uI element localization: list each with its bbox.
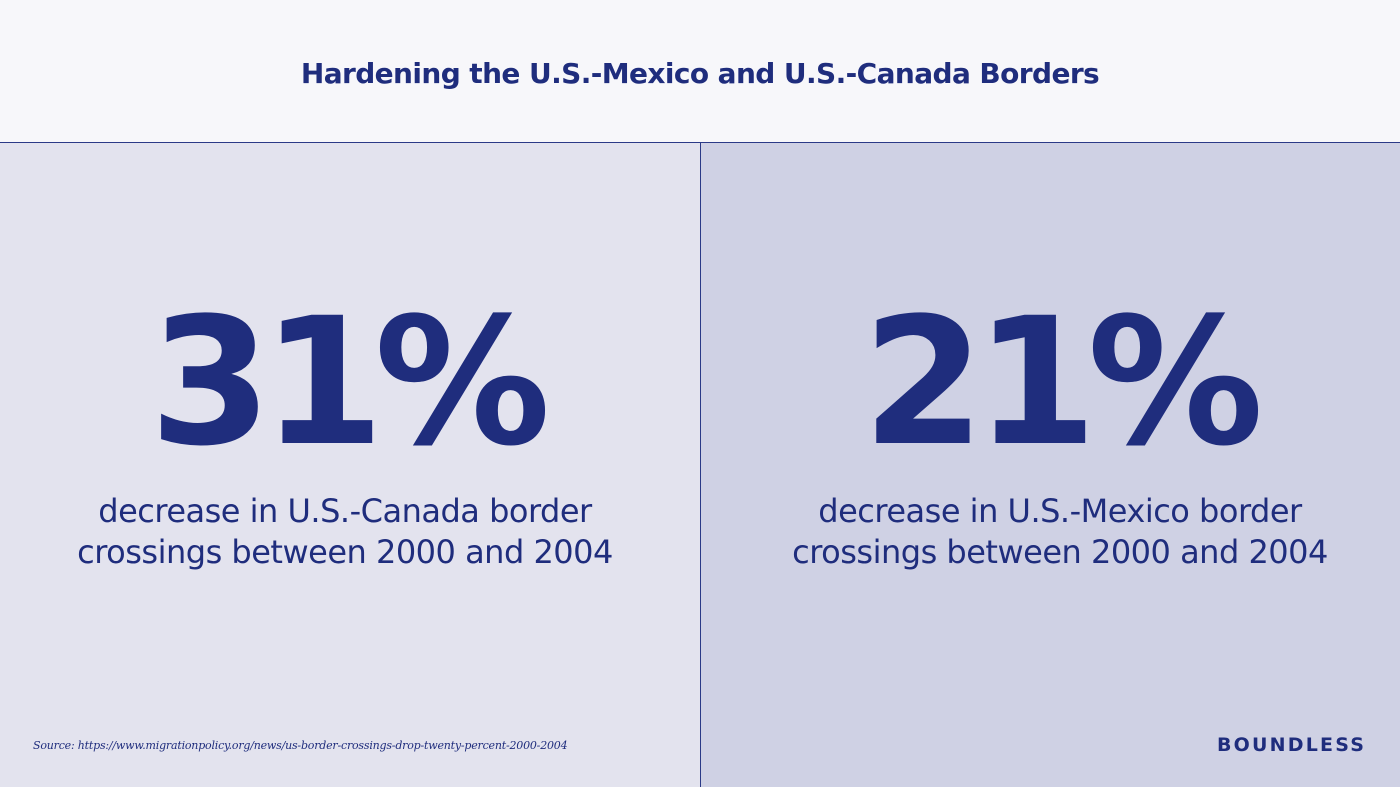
stat-description-line: crossings between 2000 and 2004: [77, 533, 613, 571]
stat-value: 31%: [149, 280, 550, 485]
header: Hardening the U.S.-Mexico and U.S.-Canad…: [0, 0, 1400, 143]
source-citation: Source: https://www.migrationpolicy.org/…: [33, 739, 568, 752]
stat-description-line: decrease in U.S.-Mexico border: [818, 492, 1302, 530]
stat-description-line: crossings between 2000 and 2004: [792, 533, 1328, 571]
stat-description: decrease in U.S.-Canada border crossings…: [0, 491, 690, 573]
stat-value: 21%: [862, 280, 1263, 485]
stat-panel-mexico: 21% decrease in U.S.-Mexico border cross…: [700, 143, 1400, 787]
stat-description: decrease in U.S.-Mexico border crossings…: [715, 491, 1400, 573]
stat-description-line: decrease in U.S.-Canada border: [98, 492, 592, 530]
page-title: Hardening the U.S.-Mexico and U.S.-Canad…: [300, 57, 1100, 90]
brand-logo: BOUNDLESS: [1217, 734, 1367, 756]
stat-panel-canada: 31% decrease in U.S.-Canada border cross…: [0, 143, 700, 787]
